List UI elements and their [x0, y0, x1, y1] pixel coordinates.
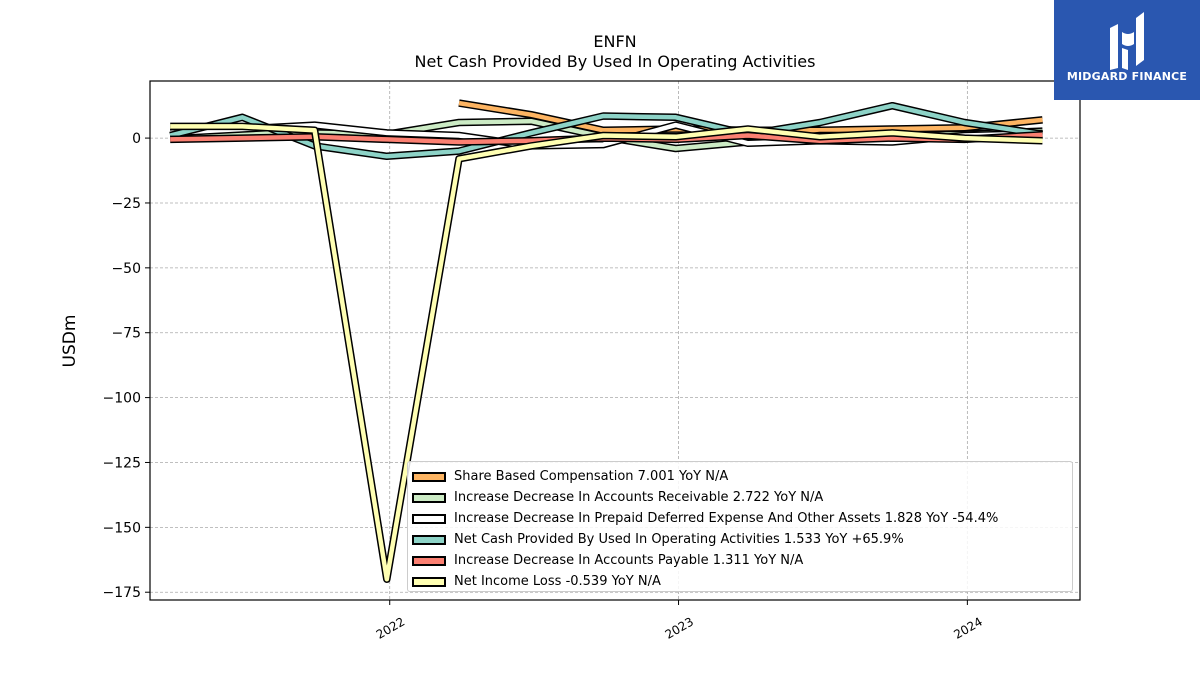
- x-axis: 2022 2023 2024: [374, 600, 985, 642]
- x-tick-label: 2024: [951, 614, 984, 641]
- legend-item: Increase Decrease In Prepaid Deferred Ex…: [412, 508, 1072, 529]
- y-axis: 0 −25 −50 −75 −100 −125 −150 −175: [103, 131, 150, 601]
- legend-swatch: [412, 513, 446, 524]
- logo-text: MIDGARD FINANCE: [1066, 70, 1188, 83]
- chart-title: ENFN: [593, 32, 637, 51]
- legend-label: Increase Decrease In Prepaid Deferred Ex…: [454, 511, 999, 526]
- legend-item: Net Cash Provided By Used In Operating A…: [412, 529, 1072, 550]
- legend-swatch: [412, 576, 446, 587]
- legend-item: Increase Decrease In Accounts Receivable…: [412, 487, 1072, 508]
- x-tick-label: 2022: [374, 614, 407, 641]
- y-tick-label: −100: [103, 391, 141, 407]
- legend-item: Share Based Compensation 7.001 YoY N/A: [412, 466, 1072, 487]
- series-5: [170, 122, 1043, 583]
- x-tick-label: 2023: [663, 614, 696, 641]
- legend-swatch: [412, 471, 446, 482]
- legend-label: Increase Decrease In Accounts Payable 1.…: [454, 553, 804, 568]
- chart-legend: Share Based Compensation 7.001 YoY N/A In…: [407, 461, 1073, 592]
- series-line: [170, 122, 1043, 149]
- legend-swatch: [412, 492, 446, 503]
- midgard-finance-logo: MIDGARD FINANCE: [1054, 0, 1200, 100]
- chart-subtitle: Net Cash Provided By Used In Operating A…: [414, 52, 816, 71]
- legend-label: Increase Decrease In Accounts Receivable…: [454, 490, 824, 505]
- series-layer: [169, 99, 1044, 583]
- y-tick-label: 0: [132, 131, 141, 147]
- legend-label: Net Income Loss -0.539 YoY N/A: [454, 574, 661, 589]
- plot-frame: [149, 80, 1081, 601]
- y-tick-label: −25: [111, 196, 141, 212]
- legend-label: Share Based Compensation 7.001 YoY N/A: [454, 469, 729, 484]
- series-line: [170, 124, 1043, 582]
- y-axis-label: USDm: [60, 315, 80, 368]
- legend-swatch: [412, 555, 446, 566]
- legend-label: Net Cash Provided By Used In Operating A…: [454, 532, 904, 547]
- legend-item: Increase Decrease In Accounts Payable 1.…: [412, 550, 1072, 571]
- y-tick-label: −50: [111, 261, 141, 277]
- y-tick-label: −125: [103, 455, 141, 471]
- legend-swatch: [412, 534, 446, 545]
- legend-item: Net Income Loss -0.539 YoY N/A: [412, 571, 1072, 592]
- y-tick-label: −150: [103, 520, 141, 536]
- midgard-logo-icon: [1110, 12, 1144, 70]
- series-2: [169, 121, 1043, 150]
- y-tick-label: −75: [111, 326, 141, 342]
- y-tick-label: −175: [103, 585, 141, 601]
